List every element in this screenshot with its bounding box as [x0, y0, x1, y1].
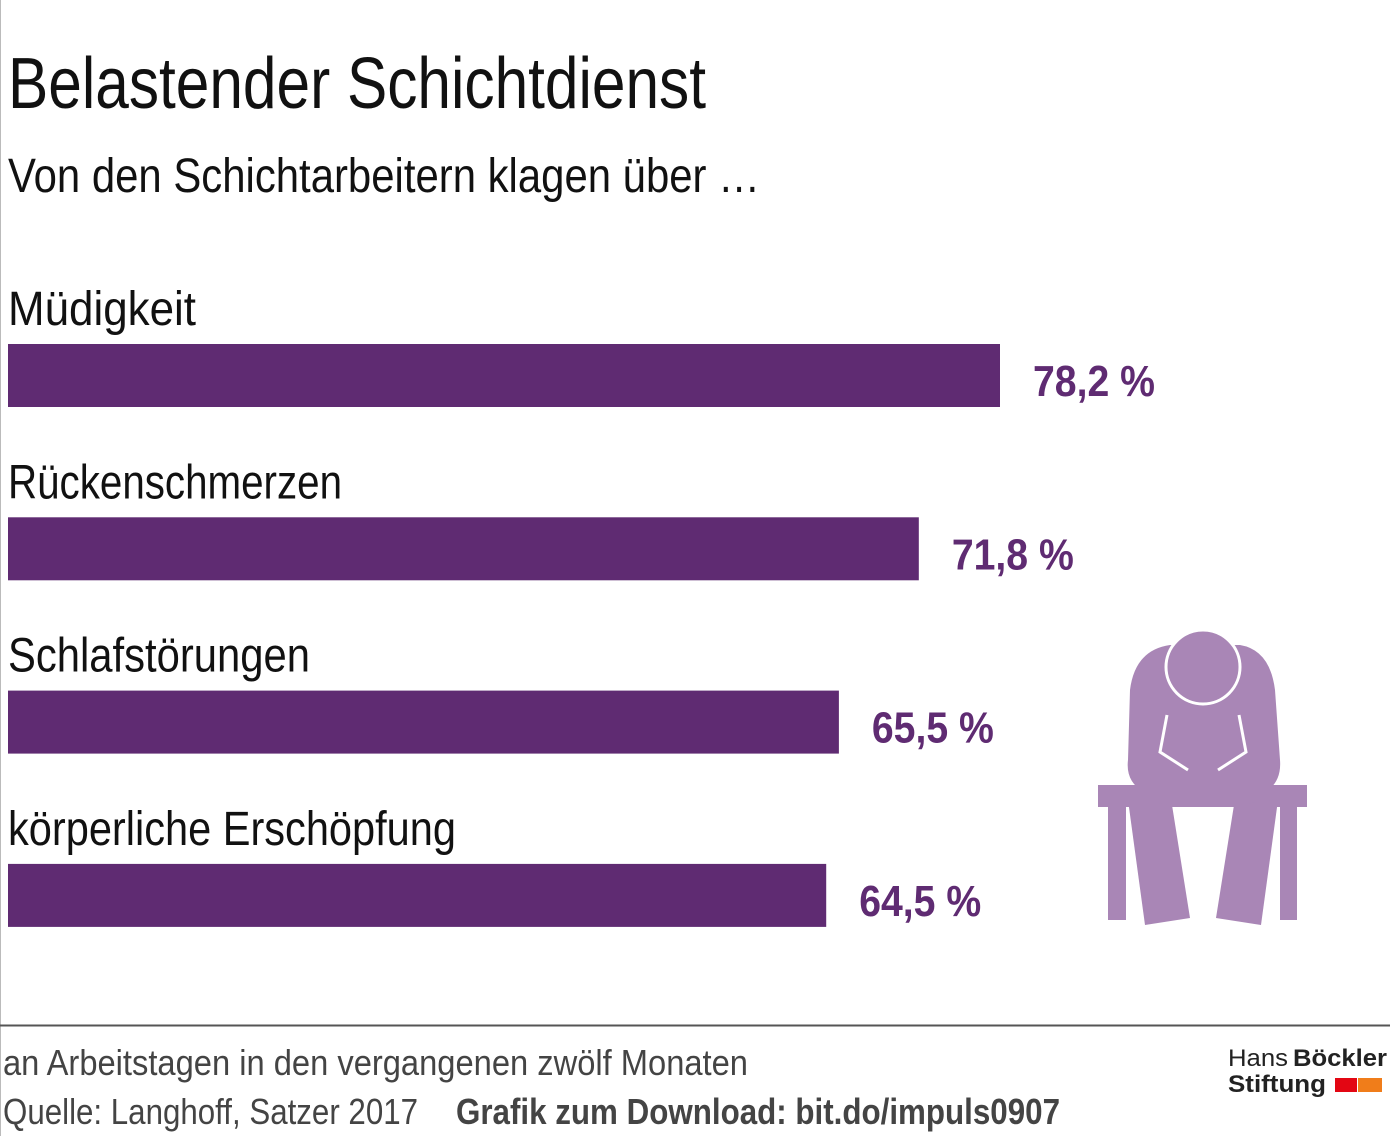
chart-subtitle: Von den Schichtarbeitern klagen über …: [8, 150, 760, 203]
value-label: 71,8 %: [952, 530, 1074, 579]
logo-red-block: [1335, 1078, 1357, 1092]
source: Quelle: Langhoff, Satzer 2017: [3, 1091, 418, 1132]
category-label: Müdigkeit: [8, 283, 196, 336]
bar: [8, 344, 1000, 407]
chart-title: Belastender Schichtdienst: [8, 44, 706, 124]
logo-orange-block: [1358, 1078, 1382, 1092]
category-label: Rückenschmerzen: [8, 456, 342, 509]
category-label: körperliche Erschöpfung: [8, 803, 456, 856]
value-label: 65,5 %: [872, 704, 994, 753]
hans-boeckler-stiftung-logo: Hans Böckler Stiftung: [1228, 1045, 1387, 1098]
bars-group: Müdigkeit 78,2 % Rückenschmerzen 71,8 % Schl…: [8, 283, 1155, 927]
footnote: an Arbeitstagen in den vergangenen zwölf…: [3, 1042, 748, 1083]
tired-person-sitting-on-bench-icon: [1098, 628, 1307, 925]
logo-boeckler: Böckler: [1293, 1045, 1387, 1072]
category-label: Schlafstörungen: [8, 630, 310, 683]
bar: [8, 863, 827, 927]
value-label: 78,2 %: [1033, 357, 1155, 406]
logo-stiftung: Stiftung: [1228, 1071, 1326, 1098]
download-link[interactable]: Grafik zum Download: bit.do/impuls0907: [456, 1091, 1060, 1132]
bar: [8, 690, 839, 754]
value-label: 64,5 %: [859, 877, 981, 926]
bar: [8, 517, 919, 581]
logo-hans: Hans: [1228, 1045, 1288, 1072]
